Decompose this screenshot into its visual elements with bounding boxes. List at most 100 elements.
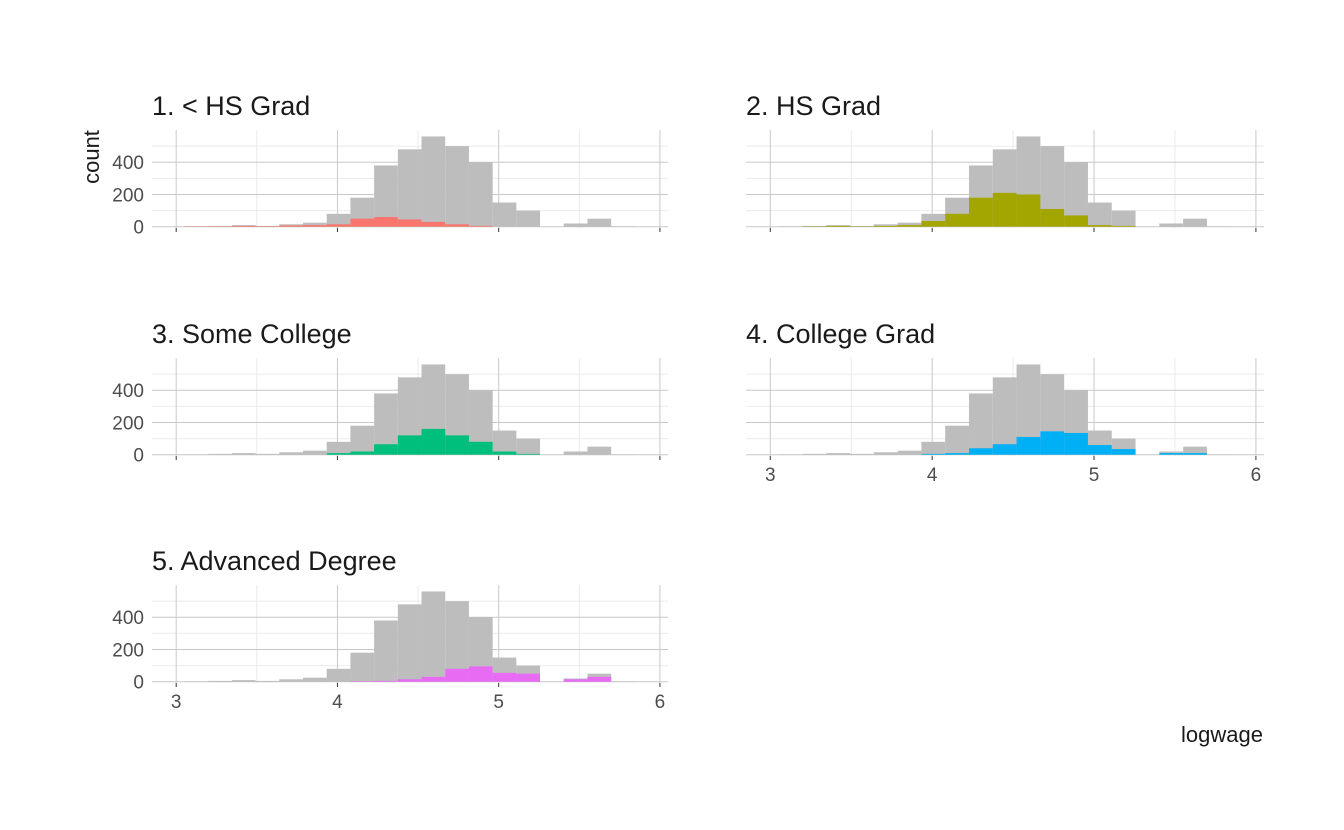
facet-bar: [968, 197, 993, 227]
facet-bar: [1016, 436, 1041, 455]
facet-bar: [587, 676, 612, 682]
background-bar: [445, 374, 469, 455]
background-bar: [1159, 223, 1184, 227]
facet-bar: [1087, 225, 1112, 227]
background-bar: [468, 162, 493, 227]
background-bar: [516, 210, 541, 227]
background-bar: [873, 452, 898, 455]
background-bar: [326, 668, 351, 682]
facet-bar: [468, 441, 493, 455]
facet-bar: [921, 221, 946, 227]
facet-bar: [1111, 449, 1136, 455]
background-bar: [445, 146, 469, 227]
x-tick-label: 6: [1251, 465, 1262, 486]
facet-title: 4. College Grad: [746, 319, 935, 349]
facet-bar: [350, 218, 375, 227]
background-bar: [802, 225, 827, 227]
y-tick-label: 200: [112, 413, 144, 434]
facet-bar: [445, 435, 469, 455]
facet-bar: [445, 668, 469, 682]
background-bar: [563, 223, 588, 227]
background-bar: [802, 453, 827, 455]
y-tick-label: 400: [112, 381, 144, 402]
facet-title: 2. HS Grad: [746, 91, 881, 121]
x-tick-label: 5: [1089, 465, 1100, 486]
background-bar: [897, 450, 922, 455]
facet-title: 5. Advanced Degree: [152, 546, 397, 576]
facet-bar: [303, 225, 327, 227]
y-tick-label: 0: [133, 218, 144, 239]
y-tick-label: 0: [133, 673, 144, 694]
x-tick-label: 3: [171, 692, 182, 713]
background-bar: [374, 393, 398, 455]
facet-panel: 1. < HS Grad 0 200 400: [112, 91, 668, 239]
background-bar: [968, 393, 993, 455]
facet-panel: 5. Advanced Degree 0 200 400 3 4 5 6: [112, 546, 668, 713]
facet-bar: [1040, 431, 1065, 455]
background-bar: [421, 591, 446, 682]
facet-bar: [397, 435, 422, 455]
background-bar: [374, 620, 398, 682]
facet-bar: [326, 453, 351, 455]
y-tick-label: 200: [112, 185, 144, 206]
y-tick-label: 400: [112, 608, 144, 629]
background-bar: [421, 136, 446, 227]
facet-bar: [992, 444, 1017, 455]
facet-bar: [421, 221, 446, 227]
background-bar: [374, 165, 398, 227]
background-bar: [279, 679, 304, 682]
facet-bar: [374, 217, 398, 227]
facet-panel: 3. Some College 0 200 400: [112, 319, 668, 467]
facet-bar: [1111, 225, 1136, 227]
background-bar: [255, 453, 280, 455]
background-bar: [850, 453, 874, 455]
facet-bar: [873, 225, 898, 227]
facet-bar: [492, 451, 517, 455]
background-bar: [492, 202, 517, 227]
facet-bar: [231, 225, 256, 227]
background-bar: [1183, 446, 1207, 455]
facet-panel: 4. College Grad 3 4 5 6: [746, 319, 1264, 486]
background-bar: [945, 425, 969, 455]
facet-bar: [279, 225, 304, 227]
facet-bar: [492, 672, 517, 682]
background-bar: [563, 451, 588, 455]
background-bar: [279, 452, 304, 455]
background-bar: [850, 225, 874, 227]
x-tick-label: 4: [927, 465, 938, 486]
facet-bar: [326, 224, 351, 227]
background-bar: [468, 617, 493, 682]
background-bar: [587, 218, 612, 227]
facet-bar: [945, 453, 969, 455]
x-tick-label: 4: [332, 692, 343, 713]
facet-bar: [1183, 453, 1207, 455]
background-bar: [1016, 364, 1041, 455]
background-bar: [303, 222, 327, 227]
x-axis-label: logwage: [1181, 722, 1263, 747]
background-bar: [397, 604, 422, 682]
background-bar: [326, 441, 351, 455]
facet-bar: [1016, 194, 1041, 227]
background-bar: [1040, 146, 1065, 227]
background-bar: [350, 652, 375, 682]
background-bar: [208, 453, 232, 455]
y-tick-label: 0: [133, 446, 144, 467]
background-bar: [231, 680, 256, 682]
background-bar: [231, 453, 256, 455]
facet-bar: [897, 225, 922, 227]
y-tick-label: 400: [112, 153, 144, 174]
facet-bar: [374, 444, 398, 455]
facet-bar: [921, 453, 946, 455]
background-bar: [350, 425, 375, 455]
background-bar: [516, 438, 541, 455]
facet-title: 1. < HS Grad: [152, 91, 310, 121]
background-bar: [897, 222, 922, 227]
background-bar: [1183, 218, 1207, 227]
facet-bar: [468, 666, 493, 682]
facet-bar: [516, 453, 541, 455]
facet-bar: [421, 676, 446, 682]
x-tick-label: 3: [765, 465, 776, 486]
background-bar: [208, 225, 232, 227]
facet-bar: [468, 225, 493, 227]
facet-bar: [992, 192, 1017, 227]
